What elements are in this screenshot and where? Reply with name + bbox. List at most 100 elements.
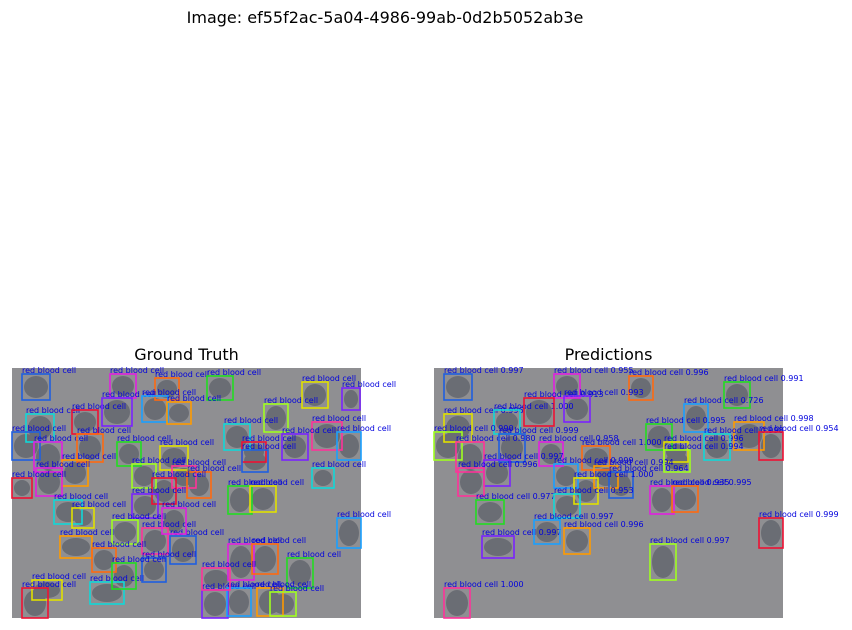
- box-label: red blood cell 0.726: [684, 396, 764, 405]
- blood-cell: [736, 424, 762, 448]
- box-label: red blood cell: [172, 458, 226, 467]
- blood-cell: [244, 452, 266, 470]
- blood-cell: [252, 488, 274, 510]
- blood-cell: [652, 488, 672, 512]
- bounding-box: [35, 467, 63, 497]
- bounding-box: [53, 499, 83, 525]
- bounding-box: [443, 373, 473, 401]
- blood-cell: [652, 546, 674, 578]
- box-label: red blood cell 1.000: [444, 580, 524, 589]
- bounding-box: [269, 591, 297, 617]
- bounding-box: [703, 433, 731, 461]
- box-label: red blood cell 0.977: [476, 492, 556, 501]
- blood-cell: [536, 522, 558, 542]
- bounding-box: [581, 445, 611, 471]
- box-label: red blood cell 0.993: [564, 388, 644, 397]
- box-label: red blood cell: [152, 470, 206, 479]
- blood-cell: [486, 462, 508, 484]
- bounding-box: [645, 423, 673, 451]
- box-label: red blood cell 0.997: [444, 366, 524, 375]
- box-label: red blood cell: [187, 464, 241, 473]
- bounding-box: [523, 397, 555, 427]
- bounding-box: [31, 579, 63, 601]
- box-label: red blood cell 0.996: [564, 520, 644, 529]
- bounding-box: [141, 527, 169, 555]
- blood-cell: [169, 404, 189, 422]
- box-label: red blood cell 0.935: [650, 478, 730, 487]
- blood-cell: [458, 444, 482, 470]
- blood-cell: [154, 480, 174, 502]
- bounding-box: [433, 431, 463, 461]
- bounding-box: [161, 507, 187, 535]
- blood-cell: [446, 376, 470, 398]
- blood-cell: [436, 434, 460, 458]
- box-label: red blood cell 0.999: [499, 426, 579, 435]
- blood-cell: [666, 452, 688, 470]
- bounding-box: [21, 587, 49, 619]
- bounding-box: [251, 543, 279, 575]
- bounding-box: [111, 562, 137, 590]
- blood-cell: [24, 376, 48, 398]
- bounding-box: [663, 449, 691, 473]
- blood-cell: [38, 470, 60, 494]
- figure-title: Image: ef55f2ac-5a04-4986-99ab-0d2b5052a…: [186, 8, 584, 27]
- bounding-box: [21, 373, 51, 401]
- box-label: red blood cell: [287, 550, 341, 559]
- blood-cell: [64, 462, 86, 484]
- bounding-box: [223, 423, 251, 451]
- bounding-box: [101, 397, 133, 427]
- blood-cell: [339, 520, 359, 546]
- box-label: red blood cell: [12, 424, 66, 433]
- blood-cell: [556, 496, 578, 516]
- bounding-box: [628, 375, 654, 401]
- bounding-box: [563, 395, 591, 423]
- blood-cell: [526, 400, 552, 424]
- blood-cell: [104, 400, 130, 424]
- bounding-box: [336, 517, 362, 549]
- blood-cell: [164, 510, 184, 532]
- bounding-box: [649, 485, 675, 515]
- bounding-box: [131, 493, 159, 519]
- bounding-box: [91, 547, 117, 573]
- box-label: red blood cell 1.000: [494, 402, 574, 411]
- box-label: red blood cell: [252, 536, 306, 545]
- bounding-box: [151, 477, 177, 505]
- box-label: red blood cell: [170, 528, 224, 537]
- blood-cell: [144, 398, 166, 420]
- box-label: red blood cell 1.000: [574, 470, 654, 479]
- blood-cell: [761, 434, 781, 458]
- bounding-box: [169, 535, 197, 565]
- box-label: red blood cell: [227, 580, 281, 589]
- box-label: red blood cell: [112, 555, 166, 564]
- blood-cell: [189, 474, 209, 496]
- bounding-box: [226, 587, 252, 617]
- box-label: red blood cell: [117, 434, 171, 443]
- blood-cell: [114, 522, 136, 542]
- box-label: red blood cell 0.996: [444, 406, 524, 415]
- blood-cell: [314, 470, 332, 486]
- bounding-box: [758, 517, 784, 549]
- box-label: red blood cell: [242, 434, 296, 443]
- blood-cell: [584, 448, 608, 468]
- bounding-box: [608, 471, 634, 499]
- blood-cell: [446, 590, 468, 616]
- box-label: red blood cell: [242, 442, 296, 451]
- blood-cell: [761, 520, 781, 546]
- box-label: red blood cell: [54, 492, 108, 501]
- bounding-box: [733, 421, 765, 451]
- box-label: red blood cell: [207, 368, 261, 377]
- box-label: red blood cell 0.990: [434, 424, 514, 433]
- box-label: red blood cell: [12, 470, 66, 479]
- bounding-box: [553, 463, 579, 489]
- bounding-box: [301, 381, 329, 409]
- bounding-box: [33, 441, 63, 473]
- bounding-box: [201, 567, 231, 591]
- box-label: red blood cell: [228, 536, 282, 545]
- box-label: red blood cell: [77, 426, 131, 435]
- box-label: red blood cell: [132, 486, 186, 495]
- box-label: red blood cell 0.996: [629, 368, 709, 377]
- box-label: red blood cell 0.994: [664, 442, 744, 451]
- box-label: red blood cell: [142, 388, 196, 397]
- bounding-box: [76, 433, 104, 463]
- blood-cell: [74, 510, 92, 526]
